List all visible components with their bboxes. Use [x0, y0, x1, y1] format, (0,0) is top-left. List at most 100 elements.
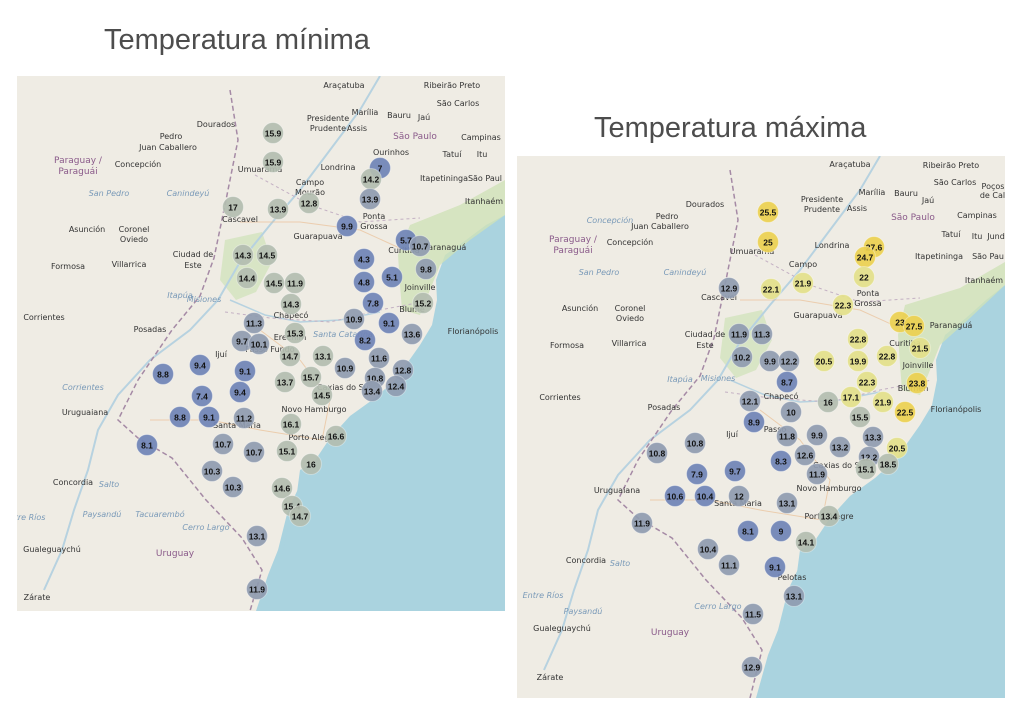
- station-marker[interactable]: 10.3: [222, 476, 244, 498]
- max-temperature-map[interactable]: Araçatuba Ribeirão Preto São Carlos Poços de…: [517, 156, 1005, 698]
- station-marker[interactable]: 8.8: [169, 406, 191, 428]
- station-marker[interactable]: 16.1: [280, 413, 302, 435]
- station-marker[interactable]: 10.4: [697, 538, 719, 560]
- station-marker[interactable]: 9.1: [378, 312, 400, 334]
- station-marker[interactable]: 10.3: [201, 460, 223, 482]
- station-marker[interactable]: 10: [780, 401, 802, 423]
- station-marker[interactable]: 13.1: [783, 585, 805, 607]
- station-marker[interactable]: 13.7: [274, 371, 296, 393]
- station-marker[interactable]: 22.8: [847, 328, 869, 350]
- station-marker[interactable]: 10.1: [248, 333, 270, 355]
- station-marker[interactable]: 14.4: [236, 267, 258, 289]
- station-marker[interactable]: 12.9: [718, 277, 740, 299]
- station-marker[interactable]: 9.7: [724, 460, 746, 482]
- station-marker[interactable]: 13.4: [361, 380, 383, 402]
- station-marker[interactable]: 10.7: [243, 441, 265, 463]
- station-marker[interactable]: 17: [222, 196, 244, 218]
- station-marker[interactable]: 14.3: [280, 293, 302, 315]
- station-marker[interactable]: 22.5: [894, 401, 916, 423]
- station-marker[interactable]: 13.1: [246, 525, 268, 547]
- station-marker[interactable]: 22.3: [856, 371, 878, 393]
- station-marker[interactable]: 25: [757, 231, 779, 253]
- station-marker[interactable]: 9.1: [764, 556, 786, 578]
- station-marker[interactable]: 13.1: [776, 492, 798, 514]
- station-marker[interactable]: 14.5: [311, 384, 333, 406]
- station-marker[interactable]: 8.1: [136, 434, 158, 456]
- station-marker[interactable]: 19.9: [847, 350, 869, 372]
- station-marker[interactable]: 22.3: [832, 294, 854, 316]
- station-marker[interactable]: 11.8: [776, 425, 798, 447]
- station-marker[interactable]: 13.1: [312, 345, 334, 367]
- station-marker[interactable]: 8.3: [770, 450, 792, 472]
- station-marker[interactable]: 18.5: [877, 453, 899, 475]
- station-marker[interactable]: 11.1: [718, 554, 740, 576]
- station-marker[interactable]: 22.1: [760, 278, 782, 300]
- station-marker[interactable]: 9.4: [229, 381, 251, 403]
- station-marker[interactable]: 13.9: [267, 198, 289, 220]
- station-marker[interactable]: 20.5: [813, 350, 835, 372]
- station-marker[interactable]: 10.7: [212, 433, 234, 455]
- station-marker[interactable]: 14.3: [232, 244, 254, 266]
- station-marker[interactable]: 12.6: [794, 444, 816, 466]
- station-marker[interactable]: 21.9: [792, 272, 814, 294]
- station-marker[interactable]: 8.9: [743, 411, 765, 433]
- station-marker[interactable]: 11.9: [246, 578, 268, 600]
- station-marker[interactable]: 23.8: [906, 372, 928, 394]
- station-marker[interactable]: 14.7: [289, 505, 311, 527]
- station-marker[interactable]: 15.1: [276, 440, 298, 462]
- station-marker[interactable]: 10.9: [334, 357, 356, 379]
- station-marker[interactable]: 10.6: [664, 485, 686, 507]
- station-marker[interactable]: 13.4: [818, 505, 840, 527]
- station-marker[interactable]: 15.1: [855, 458, 877, 480]
- station-marker[interactable]: 9: [770, 520, 792, 542]
- station-marker[interactable]: 11.5: [742, 603, 764, 625]
- station-marker[interactable]: 12.8: [298, 192, 320, 214]
- station-marker[interactable]: 9.1: [198, 406, 220, 428]
- station-marker[interactable]: 20.5: [886, 437, 908, 459]
- station-marker[interactable]: 12.2: [778, 350, 800, 372]
- station-marker[interactable]: 9.1: [234, 360, 256, 382]
- station-marker[interactable]: 7.4: [191, 385, 213, 407]
- station-marker[interactable]: 15.9: [262, 151, 284, 173]
- station-marker[interactable]: 8.1: [737, 520, 759, 542]
- station-marker[interactable]: 9.9: [759, 350, 781, 372]
- station-marker[interactable]: 22.8: [876, 345, 898, 367]
- station-marker[interactable]: 13.3: [862, 426, 884, 448]
- station-marker[interactable]: 7.9: [686, 463, 708, 485]
- station-marker[interactable]: 15.3: [284, 322, 306, 344]
- min-temperature-map[interactable]: Araçatuba Ribeirão Preto São Carlos Marília…: [17, 76, 505, 611]
- station-marker[interactable]: 13.9: [359, 188, 381, 210]
- station-marker[interactable]: 12: [728, 485, 750, 507]
- station-marker[interactable]: 10.8: [646, 442, 668, 464]
- station-marker[interactable]: 15.5: [849, 406, 871, 428]
- station-marker[interactable]: 14.1: [795, 531, 817, 553]
- station-marker[interactable]: 11.3: [751, 323, 773, 345]
- station-marker[interactable]: 14.5: [256, 244, 278, 266]
- station-marker[interactable]: 9.8: [415, 258, 437, 280]
- station-marker[interactable]: 11.9: [631, 512, 653, 534]
- station-marker[interactable]: 11.2: [233, 407, 255, 429]
- station-marker[interactable]: 15.7: [300, 366, 322, 388]
- station-marker[interactable]: 21.5: [909, 337, 931, 359]
- station-marker[interactable]: 11.9: [806, 463, 828, 485]
- station-marker[interactable]: 24.7: [854, 246, 876, 268]
- station-marker[interactable]: 10.2: [731, 346, 753, 368]
- station-marker[interactable]: 8.2: [354, 329, 376, 351]
- station-marker[interactable]: 12.1: [739, 390, 761, 412]
- station-marker[interactable]: 25.5: [757, 201, 779, 223]
- station-marker[interactable]: 14.7: [279, 345, 301, 367]
- station-marker[interactable]: 11.6: [368, 347, 390, 369]
- station-marker[interactable]: 4.3: [353, 248, 375, 270]
- station-marker[interactable]: 12.4: [385, 375, 407, 397]
- station-marker[interactable]: 10.8: [684, 432, 706, 454]
- station-marker[interactable]: 10.4: [694, 485, 716, 507]
- station-marker[interactable]: 17.1: [840, 386, 862, 408]
- station-marker[interactable]: 16.6: [325, 425, 347, 447]
- station-marker[interactable]: 8.7: [776, 371, 798, 393]
- station-marker[interactable]: 15.2: [412, 292, 434, 314]
- station-marker[interactable]: 11.9: [728, 323, 750, 345]
- station-marker[interactable]: 13.6: [401, 323, 423, 345]
- station-marker[interactable]: 8.8: [152, 363, 174, 385]
- station-marker[interactable]: 11.9: [284, 272, 306, 294]
- station-marker[interactable]: 4.8: [353, 271, 375, 293]
